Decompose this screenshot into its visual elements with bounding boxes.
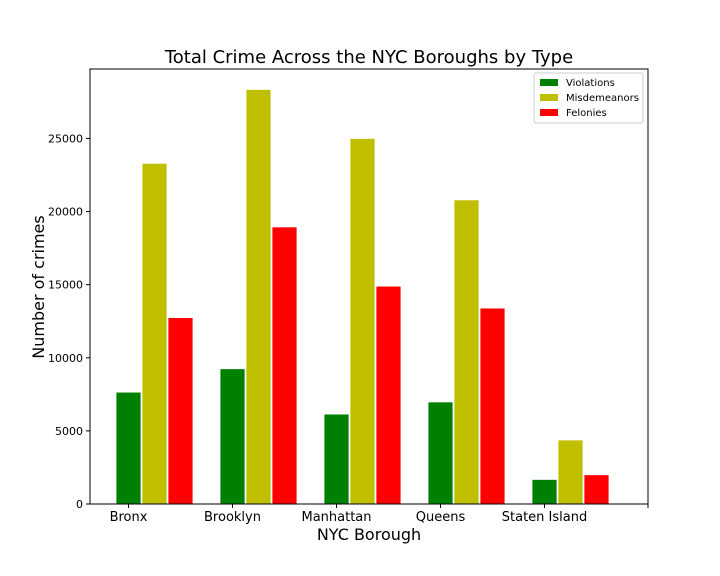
bar-violations-brooklyn	[219, 368, 246, 505]
bar-violations-manhattan	[323, 413, 350, 505]
x-tick-label-bronx: Bronx	[110, 510, 148, 525]
bar-misdemeanors-queens	[453, 199, 480, 505]
bar-felonies-bronx	[167, 317, 194, 505]
y-tick-label: 10000	[48, 352, 83, 365]
y-tick-label: 20000	[48, 206, 83, 219]
axes-frame	[89, 68, 649, 505]
x-tick-label-staten-island: Staten Island	[502, 510, 587, 525]
y-axis-title: Number of crimes	[29, 215, 48, 358]
y-tick-label: 0	[76, 498, 83, 511]
plot-area: 0 5000 10000 15000 20000 25000 Bronx Brooklyn Ma…	[48, 68, 649, 525]
x-tick-label-brooklyn: Brooklyn	[204, 510, 261, 525]
legend-swatch-violations	[540, 79, 558, 86]
y-tick-label: 5000	[55, 425, 83, 438]
bar-violations-staten-island	[531, 479, 558, 505]
bar-violations-bronx	[115, 391, 142, 505]
bar-felonies-brooklyn	[271, 226, 298, 505]
bar-misdemeanors-staten-island	[557, 439, 584, 505]
legend: Violations Misdemeanors Felonies	[533, 72, 644, 124]
bar-misdemeanors-bronx	[141, 162, 168, 505]
bar-misdemeanors-brooklyn	[245, 89, 272, 505]
legend-swatch-felonies	[540, 109, 558, 116]
x-axis-title: NYC Borough	[317, 525, 421, 544]
legend-box	[533, 72, 644, 124]
chart-title: Total Crime Across the NYC Boroughs by T…	[164, 47, 573, 68]
bar-misdemeanors-manhattan	[349, 138, 376, 505]
bar-violations-queens	[427, 401, 454, 505]
y-tick-label: 15000	[48, 279, 83, 292]
legend-swatch-misdemeanors	[540, 94, 558, 101]
legend-label-felonies: Felonies	[566, 108, 607, 119]
legend-label-misdemeanors: Misdemeanors	[566, 93, 639, 104]
y-tick-label: 25000	[48, 132, 83, 145]
x-tick-label-manhattan: Manhattan	[301, 510, 371, 525]
bar-felonies-queens	[479, 307, 506, 505]
bar-felonies-manhattan	[375, 285, 402, 505]
legend-label-violations: Violations	[566, 78, 615, 89]
x-tick-label-queens: Queens	[416, 510, 466, 525]
bar-felonies-staten-island	[583, 474, 610, 505]
